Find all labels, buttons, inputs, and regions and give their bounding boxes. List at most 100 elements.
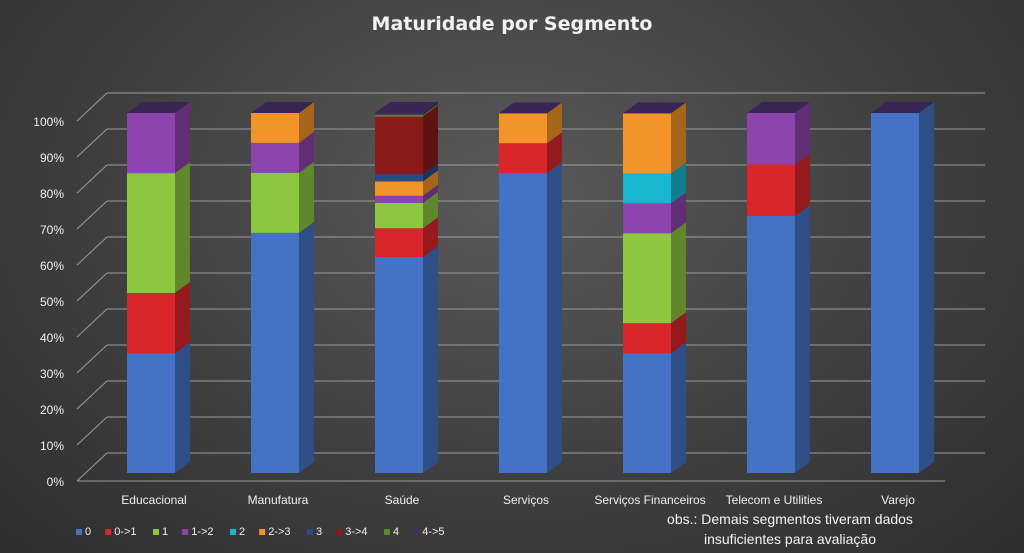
bar-segment-side	[299, 102, 314, 143]
category-label: Serviços Financeiros	[594, 493, 705, 507]
bar-segment	[747, 215, 795, 473]
gridline-depth	[76, 380, 108, 410]
bar-top	[127, 102, 190, 113]
legend-swatch	[413, 529, 420, 535]
legend-label: 0	[85, 526, 91, 538]
gridline-depth	[76, 200, 108, 230]
legend-item: 1	[153, 526, 168, 538]
bar-segment	[375, 228, 423, 257]
bar-segment	[623, 353, 671, 473]
bar-stack	[375, 102, 438, 473]
bar-segment-side	[547, 102, 562, 144]
bar-segment-side	[671, 312, 686, 354]
bar-top	[375, 102, 438, 113]
gridline-depth	[76, 236, 108, 266]
bar-segment-side	[795, 153, 810, 216]
bar-segment-side	[795, 204, 810, 473]
legend-swatch	[259, 529, 266, 535]
gridline-depth	[76, 164, 108, 194]
legend-label: 4	[393, 526, 399, 538]
legend-item: 4->5	[413, 526, 445, 538]
legend-item: 2	[230, 526, 245, 538]
legend-item: 1->2	[182, 526, 214, 538]
legend-label: 3	[316, 526, 322, 538]
bar-top	[747, 102, 810, 113]
bar-segment-side	[671, 222, 686, 324]
gridline-depth	[76, 416, 108, 446]
x-axis: Educacional Manufatura Saúde Serviços Serviç…	[121, 493, 915, 507]
bar-segment-side	[299, 221, 314, 473]
bar-segment	[623, 233, 671, 324]
bar-segment	[623, 323, 671, 354]
legend-label: 1	[162, 526, 168, 538]
bar-segment	[499, 173, 547, 473]
category-label: Saúde	[385, 493, 420, 507]
category-label: Educacional	[121, 493, 186, 507]
bar-segment	[499, 113, 547, 144]
bar-segment-side	[299, 131, 314, 173]
legend-swatch	[336, 529, 343, 535]
bar-stack	[747, 102, 810, 473]
bar-top	[623, 102, 686, 114]
bar-segment-side	[671, 102, 686, 174]
bar-segment-side	[423, 170, 438, 196]
bar-stack	[623, 102, 686, 473]
legend: 0 0->1 1 1->2 2 2->3 3 3->4 4 4->5	[76, 526, 445, 538]
legend-label: 2->3	[268, 526, 290, 538]
gridline-depth	[76, 92, 108, 122]
bar-segment	[251, 232, 299, 473]
bar-top	[251, 102, 314, 113]
bar-segment-side	[423, 105, 438, 175]
bar-segment-side	[671, 192, 686, 234]
legend-swatch	[153, 529, 159, 535]
bar-segment	[127, 113, 175, 174]
legend-item: 3->4	[336, 526, 368, 538]
bar-segment-side	[919, 102, 934, 473]
category-label: Varejo	[881, 493, 915, 507]
bar-segment	[127, 353, 175, 473]
bars	[127, 102, 934, 473]
bar-segment	[375, 174, 423, 182]
bar-segment	[623, 173, 671, 204]
legend-item: 4	[384, 526, 399, 538]
legend-item: 0	[76, 526, 91, 538]
bar-segment	[127, 293, 175, 354]
bar-segment-side	[547, 132, 562, 174]
bar-segment	[871, 113, 919, 473]
bar-segment-side	[795, 102, 810, 165]
y-tick-label: 30%	[40, 367, 64, 381]
bar-segment	[375, 113, 423, 115]
y-tick-label: 20%	[40, 403, 64, 417]
legend-label: 4->5	[422, 526, 444, 538]
y-tick-label: 40%	[40, 331, 64, 345]
bar-segment-side	[299, 161, 314, 233]
bar-stack	[127, 102, 190, 473]
gridline-depth	[76, 452, 108, 482]
bar-segment	[251, 172, 299, 233]
y-tick-label: 90%	[40, 151, 64, 165]
gridline-depth	[76, 344, 108, 374]
annotation-line: insuficientes para avaliação	[704, 531, 876, 547]
category-label: Serviços	[503, 493, 549, 507]
bar-segment	[747, 164, 795, 216]
bar-segment	[375, 181, 423, 196]
bar-segment-side	[423, 184, 438, 203]
bar-stack	[499, 102, 562, 473]
bar-segment	[127, 173, 175, 293]
y-tick-label: 70%	[40, 223, 64, 237]
legend-label: 0->1	[114, 526, 136, 538]
bar-segment-side	[175, 342, 190, 473]
bar-segment	[251, 113, 299, 143]
bar-segment-side	[671, 342, 686, 473]
legend-swatch	[384, 529, 390, 535]
bar-segment	[747, 113, 795, 165]
bar-segment	[251, 142, 299, 173]
y-tick-label: 80%	[40, 187, 64, 201]
legend-swatch	[182, 529, 189, 535]
y-tick-label: 50%	[40, 295, 64, 309]
bar-segment	[375, 116, 423, 175]
legend-item: 0->1	[105, 526, 137, 538]
y-tick-label: 10%	[40, 439, 64, 453]
gridline-depth	[76, 272, 108, 302]
